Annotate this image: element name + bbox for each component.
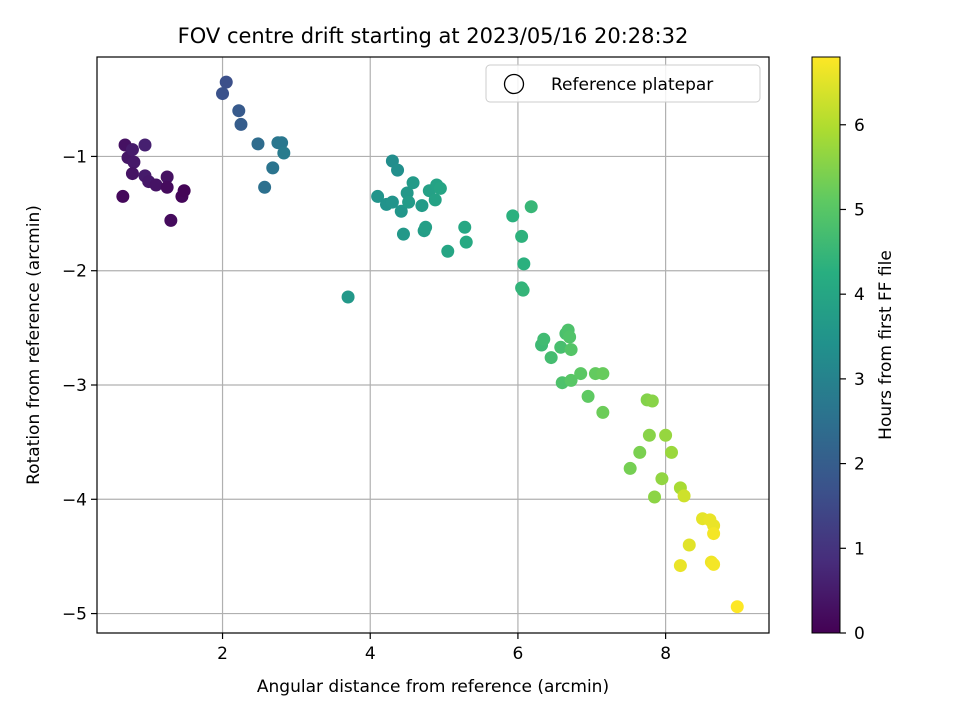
x-tick-label: 6 <box>513 644 524 664</box>
data-point <box>232 104 246 118</box>
data-point <box>149 178 163 192</box>
data-point <box>258 180 272 194</box>
data-point <box>266 161 280 175</box>
data-point <box>673 559 687 573</box>
data-point <box>707 527 721 541</box>
data-point <box>682 538 696 552</box>
colorbar-label: Hours from first FF file <box>876 250 896 440</box>
x-axis-label: Angular distance from reference (arcmin) <box>257 677 609 697</box>
legend: Reference platepar <box>485 64 761 103</box>
data-point <box>219 75 233 89</box>
data-point <box>707 557 721 571</box>
data-point <box>524 200 538 214</box>
colorbar-tick-label: 2 <box>854 455 865 475</box>
data-point <box>517 257 531 271</box>
legend-marker-icon <box>503 73 525 95</box>
plot-frame <box>96 56 770 634</box>
data-point <box>419 220 433 234</box>
data-point <box>160 180 174 194</box>
data-point <box>564 373 578 387</box>
x-tick-label: 8 <box>660 644 671 664</box>
colorbar-ticks: 0 1 2 3 4 5 6 <box>840 116 865 644</box>
data-point <box>642 428 656 442</box>
colorbar: 0 1 2 3 4 5 6 Hours from first FF file <box>811 56 896 644</box>
data-point <box>596 367 610 381</box>
data-point <box>516 283 530 297</box>
data-point <box>633 445 647 459</box>
data-point <box>428 193 442 207</box>
data-point <box>177 184 191 198</box>
y-tick-label: −5 <box>62 605 87 625</box>
data-point <box>677 489 691 503</box>
data-point <box>659 428 673 442</box>
data-point <box>623 461 637 475</box>
data-point <box>391 163 405 177</box>
data-point <box>574 367 588 381</box>
data-point <box>441 244 455 258</box>
y-tick-label: −3 <box>62 376 87 396</box>
colorbar-tick-label: 3 <box>854 370 865 390</box>
data-point <box>371 189 385 203</box>
data-point <box>596 405 610 419</box>
y-tick-label: −4 <box>62 490 87 510</box>
y-axis-label: Rotation from reference (arcmin) <box>24 205 44 485</box>
data-point <box>277 146 291 160</box>
colorbar-tick-label: 4 <box>854 285 865 305</box>
data-point <box>251 137 265 151</box>
data-point <box>415 199 429 213</box>
data-point <box>396 227 410 241</box>
y-axis-ticks: −1 −2 −3 −4 −5 <box>62 147 97 625</box>
data-point <box>665 445 679 459</box>
y-tick-label: −1 <box>62 147 87 167</box>
data-point <box>164 213 178 227</box>
data-point <box>275 136 289 150</box>
data-point <box>506 209 520 223</box>
colorbar-tick-label: 1 <box>854 539 865 559</box>
y-tick-label: −2 <box>62 262 87 282</box>
data-point <box>433 181 447 195</box>
data-point <box>116 189 130 203</box>
data-point <box>234 117 248 131</box>
grid-lines <box>97 57 769 633</box>
data-point <box>459 235 473 249</box>
data-point <box>216 87 230 101</box>
data-point <box>160 170 174 184</box>
legend-entry: Reference platepar <box>551 75 713 95</box>
data-point <box>138 138 152 152</box>
data-point <box>385 195 399 209</box>
colorbar-tick-label: 5 <box>854 200 865 220</box>
data-point <box>544 351 558 365</box>
data-point <box>645 394 659 408</box>
colorbar-gradient <box>811 56 841 634</box>
legend-box <box>485 64 761 103</box>
data-point <box>341 290 355 304</box>
chart-title: FOV centre drift starting at 2023/05/16 … <box>178 24 689 48</box>
data-point <box>581 389 595 403</box>
data-point <box>655 472 669 486</box>
colorbar-tick-label: 0 <box>854 624 865 644</box>
data-point <box>730 600 744 614</box>
data-point <box>648 490 662 504</box>
x-tick-label: 4 <box>365 644 376 664</box>
data-point <box>125 167 139 181</box>
data-point <box>515 229 529 243</box>
data-point <box>564 343 578 357</box>
data-point <box>125 143 139 157</box>
x-tick-label: 2 <box>217 644 228 664</box>
data-point <box>127 155 141 169</box>
data-point <box>406 176 420 190</box>
data-point <box>394 204 408 218</box>
x-axis-ticks: 2 4 6 8 <box>217 633 671 664</box>
data-point <box>563 330 577 344</box>
data-points <box>116 75 744 614</box>
data-point <box>402 195 416 209</box>
data-point <box>458 220 472 234</box>
data-point <box>537 332 551 346</box>
data-point <box>554 340 568 354</box>
colorbar-tick-label: 6 <box>854 116 865 136</box>
